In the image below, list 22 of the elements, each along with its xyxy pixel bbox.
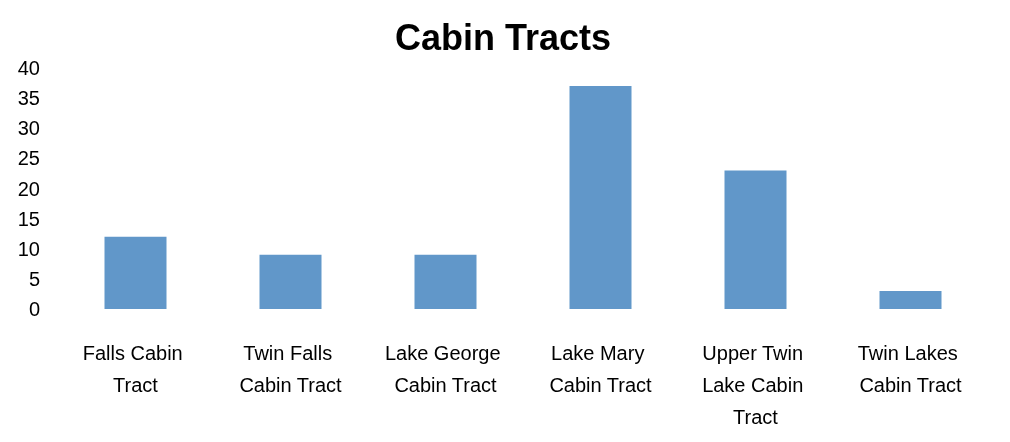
bar [569,86,632,309]
x-tick-label: Lake George Cabin Tract [384,342,507,396]
x-tick-label: Twin Falls Cabin Tract [239,342,343,396]
bar [879,290,942,309]
bar [414,254,477,309]
x-tick-label: Falls Cabin Tract [82,342,189,396]
bar [724,170,787,309]
x-tick-label: Upper Twin Lake Cabin Tract [702,342,809,428]
y-tick-label: 20 [17,177,40,200]
y-tick-label: 35 [17,87,40,110]
y-tick-label: 40 [17,57,40,79]
y-tick-label: 25 [17,147,40,170]
y-tick-label: 10 [17,237,40,260]
x-tick-label: Twin Lakes Cabin Tract [857,342,964,396]
bar [259,254,322,309]
bar [104,236,167,309]
x-tick-label: Lake Mary Cabin Tract [549,342,653,396]
chart-title: Cabin Tracts [394,16,612,58]
y-tick-label: 0 [28,298,40,320]
y-tick-label: 30 [17,117,40,140]
y-tick-label: 15 [17,207,40,230]
y-tick-label: 5 [28,267,40,290]
